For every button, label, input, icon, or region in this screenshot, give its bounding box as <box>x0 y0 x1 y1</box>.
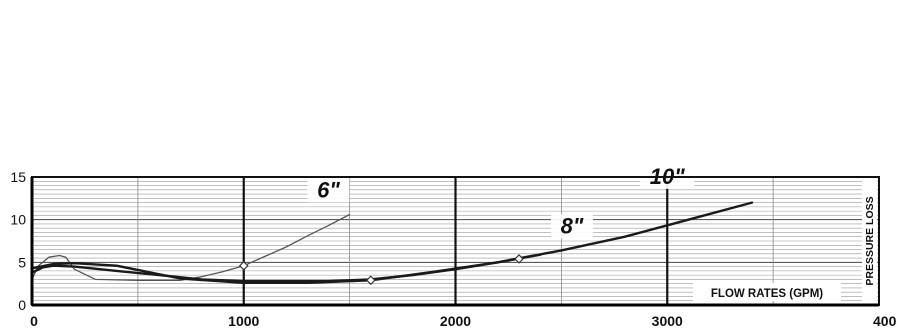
top-mask <box>0 0 897 177</box>
y-tick-label: 5 <box>18 254 26 270</box>
data-point-marker <box>238 260 249 271</box>
series-label: 6" <box>317 177 340 202</box>
x-tick-label: 1000 <box>228 313 259 329</box>
y-tick-label: 0 <box>18 297 26 313</box>
series-line <box>31 213 351 281</box>
x-axis-title-bg <box>693 283 841 301</box>
x-tick-label: 0 <box>30 313 38 329</box>
x-tick-label: 3000 <box>652 313 683 329</box>
y-tick-label: 15 <box>10 169 26 185</box>
x-tick-label: 2000 <box>440 313 471 329</box>
series-label: 8" <box>561 213 584 238</box>
x-tick-label: 4000 <box>873 313 897 329</box>
data-point-marker <box>514 254 524 264</box>
series-line <box>30 201 754 284</box>
y-axis-title: PRESSURE LOSS <box>864 196 876 285</box>
series-label-bg <box>307 178 350 203</box>
x-axis-title: FLOW RATES (GPM) <box>711 288 823 300</box>
y-tick-label: 10 <box>10 212 26 228</box>
series-label-bg <box>550 214 593 239</box>
data-point-marker <box>365 275 376 286</box>
y-axis-title-bg <box>862 179 877 303</box>
